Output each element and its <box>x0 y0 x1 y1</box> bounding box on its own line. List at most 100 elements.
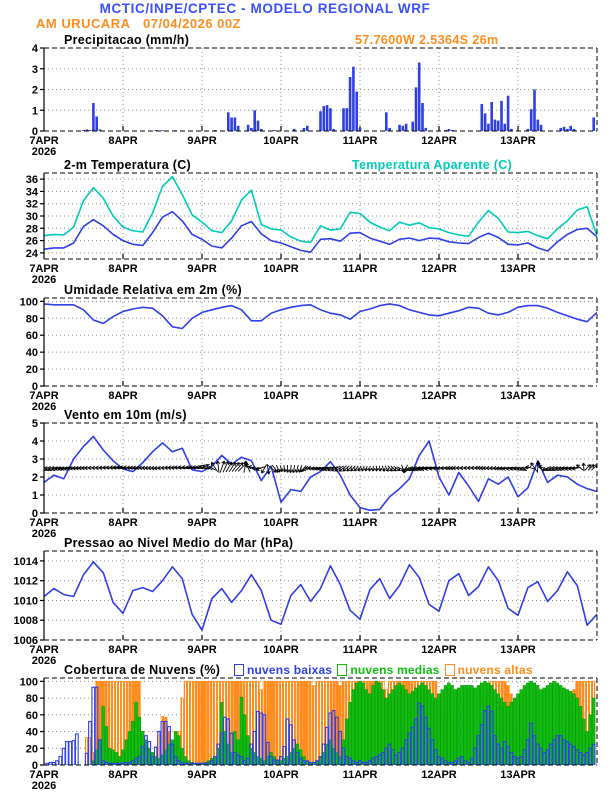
plot-frame <box>43 677 598 766</box>
legend-item-low-clouds: nuvens baixas <box>234 663 332 677</box>
svg-text:30: 30 <box>26 211 38 223</box>
legend-label-high-clouds: nuvens altas <box>457 663 533 677</box>
svg-text:2: 2 <box>32 472 38 484</box>
svg-text:11APR: 11APR <box>343 769 378 781</box>
panel-title-apparent-temperature: Temperatura Aparente (C) <box>352 158 513 172</box>
svg-text:8APR: 8APR <box>108 263 137 275</box>
svg-text:0: 0 <box>32 381 38 393</box>
svg-text:12APR: 12APR <box>421 390 457 402</box>
legend-label-low-clouds: nuvens baixas <box>247 663 333 677</box>
svg-text:8APR: 8APR <box>108 644 137 656</box>
series <box>82 62 595 131</box>
svg-text:12APR: 12APR <box>421 644 457 656</box>
svg-text:12APR: 12APR <box>421 135 457 147</box>
svg-text:10APR: 10APR <box>263 263 299 275</box>
svg-text:7APR: 7APR <box>29 517 58 529</box>
svg-text:12APR: 12APR <box>421 263 457 275</box>
svg-text:9APR: 9APR <box>187 135 216 147</box>
svg-text:13APR: 13APR <box>500 644 536 656</box>
svg-text:1: 1 <box>32 490 38 502</box>
svg-text:13APR: 13APR <box>500 263 536 275</box>
svg-text:9APR: 9APR <box>187 644 216 656</box>
humidity-plot: 0 20 40 60 80 100 7APR 8APR 9APR 10APR 11APR 12APR 1… <box>20 296 598 413</box>
svg-text:2026: 2026 <box>32 274 56 286</box>
svg-text:3: 3 <box>32 64 38 76</box>
svg-text:60: 60 <box>26 330 38 342</box>
pressure-plot: 1006 1008 1010 1012 1014 7APR 8APR 9APR 10APR 11A… <box>14 550 598 667</box>
svg-text:11APR: 11APR <box>343 644 378 656</box>
svg-text:9APR: 9APR <box>187 769 216 781</box>
plot-frame <box>43 550 598 641</box>
x-axis-labels: 7APR 8APR 9APR 10APR 11APR 12APR 13APR 2026 <box>29 769 535 792</box>
svg-text:11APR: 11APR <box>343 135 378 147</box>
legend-item-high-clouds: nuvens altas <box>444 663 533 677</box>
panel-title-temperature: 2-m Temperatura (C) <box>64 158 192 172</box>
svg-text:1010: 1010 <box>14 595 38 607</box>
svg-text:7APR: 7APR <box>29 390 58 402</box>
station-label: AM URUCARA <box>36 16 131 31</box>
svg-text:13APR: 13APR <box>500 135 536 147</box>
svg-text:10APR: 10APR <box>263 517 299 529</box>
svg-text:7APR: 7APR <box>29 644 58 656</box>
panel-title-clouds: Cobertura de Nuvens (%) <box>64 663 221 677</box>
svg-text:9APR: 9APR <box>187 517 216 529</box>
svg-text:20: 20 <box>26 743 38 755</box>
svg-text:4: 4 <box>32 43 39 55</box>
wind-arrows <box>44 460 597 475</box>
svg-text:2026: 2026 <box>32 528 56 540</box>
svg-text:11APR: 11APR <box>343 263 378 275</box>
svg-text:40: 40 <box>26 727 38 739</box>
svg-text:32: 32 <box>26 199 38 211</box>
series <box>44 435 597 512</box>
gridlines: 0 20 40 60 80 100 <box>20 296 597 393</box>
svg-text:3: 3 <box>32 454 38 466</box>
svg-text:10APR: 10APR <box>263 390 299 402</box>
svg-text:60: 60 <box>26 710 38 722</box>
svg-text:11APR: 11APR <box>343 390 378 402</box>
svg-text:2026: 2026 <box>32 655 56 667</box>
svg-text:8APR: 8APR <box>108 517 137 529</box>
page-title: MCTIC/INPE/CPTEC - MODELO REGIONAL WRF <box>99 1 431 16</box>
svg-text:9APR: 9APR <box>187 263 216 275</box>
svg-text:36: 36 <box>26 174 38 186</box>
svg-text:5: 5 <box>32 418 38 430</box>
panel-title-wind: Vento em 10m (m/s) <box>64 408 187 422</box>
svg-text:8APR: 8APR <box>108 390 137 402</box>
plot-frame <box>43 172 598 260</box>
svg-text:13APR: 13APR <box>500 390 536 402</box>
svg-text:100: 100 <box>20 296 38 308</box>
svg-text:12APR: 12APR <box>421 517 457 529</box>
precipitation-plot: 0 1 2 3 4 7APR 8APR 9APR 10APR 11APR 12APR 13APR 202… <box>29 43 598 158</box>
svg-text:40: 40 <box>26 347 38 359</box>
svg-text:2026: 2026 <box>32 146 56 158</box>
cloud-cover-plot: 0 20 40 60 80 100 7APR 8APR 9APR 10APR 11APR 12APR 1… <box>20 676 598 792</box>
svg-text:28: 28 <box>26 223 38 235</box>
svg-text:100: 100 <box>20 676 38 688</box>
svg-text:10APR: 10APR <box>263 135 299 147</box>
x-axis-labels: 7APR 8APR 9APR 10APR 11APR 12APR 13APR 2026 <box>29 263 535 286</box>
panel-title-humidity: Umidade Relativa em 2m (%) <box>64 283 242 297</box>
svg-text:13APR: 13APR <box>500 769 536 781</box>
series <box>44 175 597 253</box>
gridlines: 1006 1008 1010 1012 1014 <box>14 551 597 647</box>
legend-label-mid-clouds: nuvens medias <box>350 663 440 677</box>
x-axis-labels: 7APR 8APR 9APR 10APR 11APR 12APR 13APR 2026 <box>29 135 535 158</box>
panel-title-precipitation: Precipitacao (mm/h) <box>64 33 190 47</box>
high-clouds-swatch-icon <box>444 664 455 676</box>
x-axis-labels: 7APR 8APR 9APR 10APR 11APR 12APR 13APR 2026 <box>29 390 535 413</box>
svg-text:1: 1 <box>32 105 38 117</box>
cloud-series-2 <box>45 686 596 765</box>
mid-clouds-swatch-icon <box>337 664 348 676</box>
svg-text:2026: 2026 <box>32 401 56 413</box>
gridlines: 0 1 2 3 4 <box>32 43 597 138</box>
svg-text:2: 2 <box>32 85 38 97</box>
svg-text:2026: 2026 <box>32 780 56 792</box>
wind-plot: 0 1 2 3 4 5 7APR 8APR 9APR 10APR 11APR 12APR 13APR 20… <box>29 418 598 540</box>
cloud-legend: nuvens baixas nuvens medias nuvens altas <box>234 663 533 677</box>
series <box>45 680 596 765</box>
svg-text:1008: 1008 <box>14 615 38 627</box>
x-axis-labels: 7APR 8APR 9APR 10APR 11APR 12APR 13APR 2026 <box>29 644 535 667</box>
